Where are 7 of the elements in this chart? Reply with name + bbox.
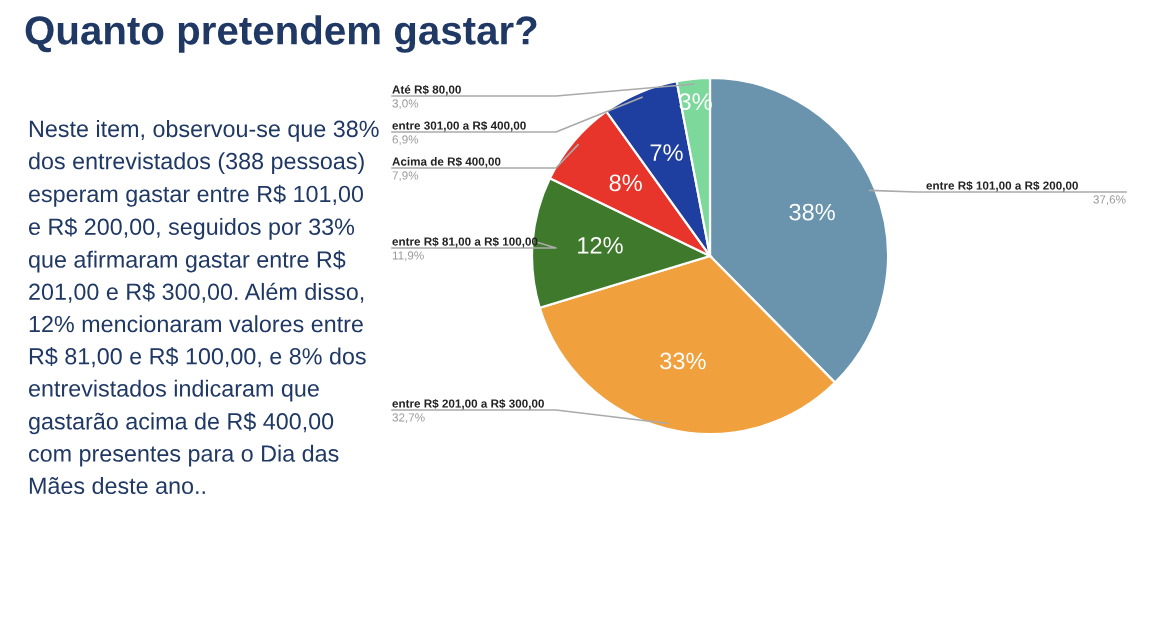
data-label: 38%	[789, 203, 835, 221]
data-label: 33%	[660, 352, 706, 370]
data-label: 8%	[609, 174, 642, 192]
chart-title: Quanto pretendem gastar?	[25, 15, 537, 53]
data-label: 12%	[578, 236, 623, 254]
data-label: 7%	[650, 144, 683, 161]
text: Neste item, observou-se que 38% dos entrevistados (388 pessoas) esperam gastar entre R$ 101,00 e R$ 200,00, seguidos por 33% que afirmaram gastar entre R$ 201,00 e R$ 300,00. Além disso, 12% mencionaram valores entre R$ 81,00 e R$ 100,00, e 8% dos entrevistados indicaram que gastarão acima de R$ 400,00 com presentes para o Dia das Mães deste ano..	[28, 120, 379, 495]
